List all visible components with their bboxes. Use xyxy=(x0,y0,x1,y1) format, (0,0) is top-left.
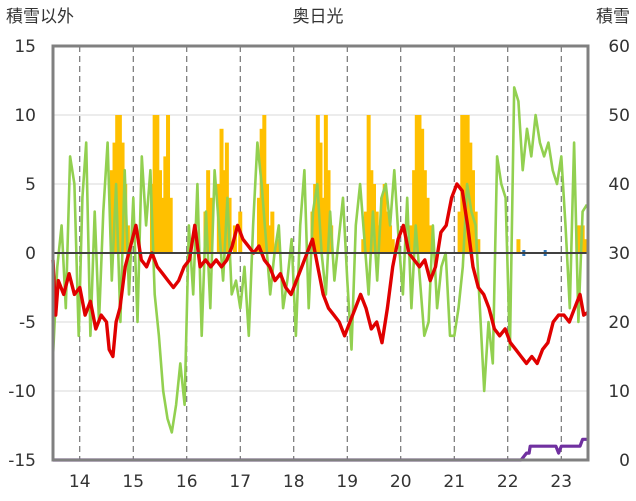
precip-bar xyxy=(158,170,162,253)
precip-bar xyxy=(152,115,157,253)
y-tick-left: 5 xyxy=(25,175,36,195)
precip-bar xyxy=(323,115,328,253)
precip-bar xyxy=(267,225,272,253)
precip-bar xyxy=(363,211,368,253)
precip-bar xyxy=(369,170,374,253)
y-tick-right: 50 xyxy=(608,106,630,126)
y-tick-left: -15 xyxy=(8,451,36,471)
y-tick-right: 0 xyxy=(619,451,630,471)
precip-bar xyxy=(374,211,379,253)
x-tick-label: 21 xyxy=(443,472,465,492)
precip-bar xyxy=(208,197,213,253)
precip-bar xyxy=(262,115,267,253)
x-ticks: 14 15 16 17 18 19 20 21 22 23 xyxy=(69,472,572,492)
precip-bar xyxy=(412,170,417,253)
y-tick-right: 40 xyxy=(608,175,630,195)
x-tick-label: 20 xyxy=(390,472,412,492)
plot-frame xyxy=(51,44,590,462)
y-tick-left: 0 xyxy=(25,244,36,264)
chart-title: 奥日光 xyxy=(293,7,344,27)
x-tick-label: 15 xyxy=(122,472,144,492)
y-axis-label-left: 積雪以外 xyxy=(6,7,74,27)
precip-bar xyxy=(385,211,390,253)
x-tick-label: 22 xyxy=(497,472,519,492)
precip-bar xyxy=(265,184,269,253)
y-tick-right: 10 xyxy=(608,382,630,402)
precip-bar xyxy=(326,170,331,253)
precip-bar xyxy=(275,239,280,253)
precip-bar xyxy=(462,115,467,253)
y-tick-right: 60 xyxy=(608,37,630,57)
snow-line xyxy=(53,437,588,462)
x-tick-label: 17 xyxy=(229,472,251,492)
precip-bar xyxy=(155,115,160,253)
precip-bar xyxy=(390,239,395,253)
precip-bar xyxy=(206,170,211,253)
precip-bar xyxy=(166,115,171,253)
precip-bar xyxy=(256,197,261,253)
precip-bar xyxy=(460,115,465,253)
precip-bar xyxy=(428,225,433,253)
precip-bar xyxy=(219,128,224,253)
precip-bar xyxy=(313,184,318,253)
precip-bar xyxy=(321,197,326,253)
x-tick-label: 18 xyxy=(283,472,305,492)
precip-bar xyxy=(409,225,414,253)
y-axis-label-right: 積雪 xyxy=(596,7,630,27)
precip-bar xyxy=(388,225,393,253)
precip-bar xyxy=(476,239,481,253)
precip-bar xyxy=(422,170,427,253)
precip-bar xyxy=(516,239,521,253)
x-tick-label: 14 xyxy=(69,472,91,492)
precip-bar xyxy=(168,197,173,253)
y-ticks-right: 0 10 20 30 40 50 60 xyxy=(608,37,630,471)
precip-bar xyxy=(457,211,462,253)
precip-bar xyxy=(420,128,425,253)
wind-line xyxy=(51,86,589,434)
precip-bar xyxy=(117,115,122,253)
precip-bar xyxy=(109,170,114,253)
precip-bar xyxy=(163,156,168,253)
precip-bar xyxy=(160,197,165,253)
x-tick-label: 16 xyxy=(176,472,198,492)
y-tick-right: 30 xyxy=(608,244,630,264)
precip-bar xyxy=(318,142,323,253)
precip-bar xyxy=(417,115,422,253)
y-tick-left: -10 xyxy=(8,382,36,402)
precip-bar xyxy=(583,239,588,253)
precip-bar xyxy=(425,197,430,253)
x-tick-label: 23 xyxy=(550,472,572,492)
precip-bar xyxy=(414,115,419,253)
y-tick-left: -5 xyxy=(19,313,36,333)
x-tick-label: 19 xyxy=(336,472,358,492)
y-ticks-left: -15 -10 -5 0 5 10 15 xyxy=(8,37,36,471)
y-tick-left: 15 xyxy=(14,37,36,57)
precip-bar xyxy=(120,142,125,253)
y-tick-right: 20 xyxy=(608,313,630,333)
precip-bar xyxy=(222,170,227,253)
precip-bar xyxy=(470,170,475,253)
precip-bar xyxy=(366,115,371,253)
precip-bar xyxy=(382,184,387,253)
precip-bar xyxy=(577,225,582,253)
y-tick-left: 10 xyxy=(14,106,36,126)
precip-bar xyxy=(380,197,385,253)
precip-bar xyxy=(361,239,366,253)
precip-bar xyxy=(270,211,275,253)
